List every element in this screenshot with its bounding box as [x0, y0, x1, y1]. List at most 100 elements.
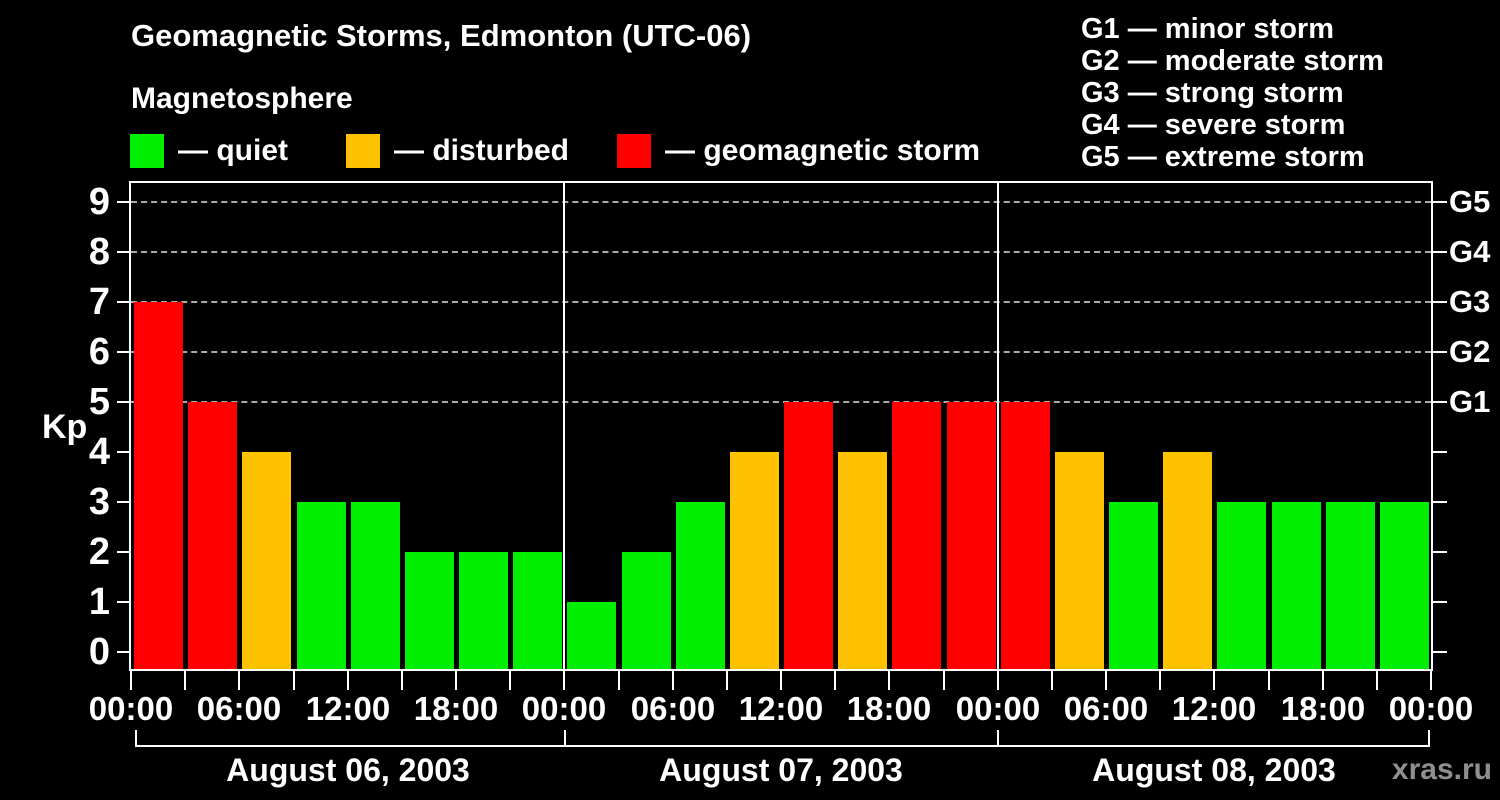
g3-legend-line: G3 — strong storm — [1081, 77, 1344, 109]
g-level-label: G1 — [1449, 384, 1491, 419]
y-tick-label: 6 — [88, 331, 110, 373]
magnetosphere-label: Magnetosphere — [131, 82, 353, 115]
kp-bar — [1055, 452, 1104, 669]
gridline-kp5 — [131, 401, 1431, 403]
kp-bar — [242, 452, 291, 669]
g-level-label: G5 — [1449, 184, 1491, 219]
kp-bar — [784, 402, 833, 669]
kp-bar — [676, 502, 725, 669]
kp-bar — [1326, 502, 1375, 669]
legend-item-storm: — geomagnetic storm — [617, 134, 980, 168]
legend-item-quiet: — quiet — [130, 134, 288, 168]
x-axis-tick — [238, 671, 240, 690]
x-tick-label: 18:00 — [1280, 690, 1366, 727]
x-axis-tick — [1213, 671, 1215, 690]
x-axis-tick — [780, 671, 782, 690]
x-tick-label: 12:00 — [305, 690, 391, 727]
x-axis-tick — [1322, 671, 1324, 690]
x-axis-tick — [563, 671, 565, 690]
day-divider — [563, 183, 565, 669]
y-axis-tick-right — [1433, 601, 1447, 603]
g-scale-legend: G1 — minor storm G2 — moderate storm G3 … — [1081, 13, 1384, 173]
x-tick-label: 12:00 — [1171, 690, 1257, 727]
kp-bar — [1217, 502, 1266, 669]
plot-area-frame — [129, 181, 1433, 671]
y-axis-tick-right — [1433, 451, 1447, 453]
y-axis-tick-right — [1433, 501, 1447, 503]
x-axis-tick — [293, 671, 295, 690]
kp-bar — [1109, 502, 1158, 669]
x-axis-tick — [618, 671, 620, 690]
x-tick-label: 06:00 — [196, 690, 282, 727]
y-tick-label: 0 — [88, 631, 110, 673]
x-tick-label: 00:00 — [88, 690, 174, 727]
y-axis-tick — [117, 301, 131, 303]
legend-label-quiet: — quiet — [178, 134, 288, 167]
x-axis-tick — [347, 671, 349, 690]
kp-bar — [351, 502, 400, 669]
x-axis-tick — [1430, 671, 1432, 690]
kp-bar — [838, 452, 887, 669]
kp-bar — [134, 302, 183, 669]
x-tick-label: 00:00 — [521, 690, 607, 727]
x-tick-label: 18:00 — [846, 690, 932, 727]
x-tick-label: 12:00 — [738, 690, 824, 727]
kp-bar — [1272, 502, 1321, 669]
y-axis-tick-right — [1433, 551, 1447, 553]
y-tick-label: 1 — [88, 581, 110, 623]
x-axis-tick — [455, 671, 457, 690]
g-level-label: G2 — [1449, 334, 1491, 369]
y-tick-label: 7 — [88, 281, 110, 323]
x-axis-tick — [184, 671, 186, 690]
kp-bar — [622, 552, 671, 669]
g1-legend-line: G1 — minor storm — [1081, 13, 1334, 45]
x-tick-label: 18:00 — [413, 690, 499, 727]
y-axis-tick — [117, 351, 131, 353]
y-axis-tick — [117, 401, 131, 403]
y-axis-tick — [117, 551, 131, 553]
x-axis-tick — [726, 671, 728, 690]
gridline-kp6 — [131, 351, 1431, 353]
x-axis-tick — [997, 671, 999, 690]
x-axis-tick — [401, 671, 403, 690]
y-axis-tick — [117, 201, 131, 203]
gridline-kp8 — [131, 251, 1431, 253]
y-axis-tick — [117, 651, 131, 653]
date-bracket-tick — [997, 730, 999, 747]
y-axis-tick-right — [1433, 401, 1447, 403]
y-axis-title: Kp — [42, 408, 88, 446]
kp-bar — [297, 502, 346, 669]
legend-label-disturbed: — disturbed — [394, 134, 570, 167]
g4-legend-line: G4 — severe storm — [1081, 109, 1346, 141]
x-tick-label: 00:00 — [955, 690, 1041, 727]
date-bracket-tick — [564, 730, 566, 747]
kp-bar — [1001, 402, 1050, 669]
kp-bar — [567, 602, 616, 669]
y-axis-tick-right — [1433, 301, 1447, 303]
x-axis-tick — [1159, 671, 1161, 690]
x-axis-tick — [888, 671, 890, 690]
page-title: Geomagnetic Storms, Edmonton (UTC-06) — [131, 18, 752, 53]
y-tick-label: 5 — [88, 381, 110, 423]
kp-bar — [513, 552, 562, 669]
day-divider — [997, 183, 999, 669]
y-tick-label: 4 — [88, 431, 110, 473]
x-axis-tick — [1268, 671, 1270, 690]
disturbed-color-swatch — [346, 134, 380, 168]
kp-bar — [188, 402, 237, 669]
date-label-aug06: August 06, 2003 — [226, 752, 470, 788]
date-label-aug07: August 07, 2003 — [659, 752, 903, 788]
quiet-color-swatch — [130, 134, 164, 168]
g-level-label: G4 — [1449, 234, 1491, 269]
y-axis-tick — [117, 451, 131, 453]
kp-bar — [405, 552, 454, 669]
x-axis-tick — [130, 671, 132, 690]
y-tick-label: 2 — [88, 531, 110, 573]
gridline-kp9 — [131, 201, 1431, 203]
x-axis-tick — [672, 671, 674, 690]
y-axis-tick-right — [1433, 201, 1447, 203]
x-tick-label: 06:00 — [630, 690, 716, 727]
x-axis-tick — [1105, 671, 1107, 690]
date-bracket-tick — [1428, 730, 1430, 747]
x-tick-label: 00:00 — [1388, 690, 1474, 727]
